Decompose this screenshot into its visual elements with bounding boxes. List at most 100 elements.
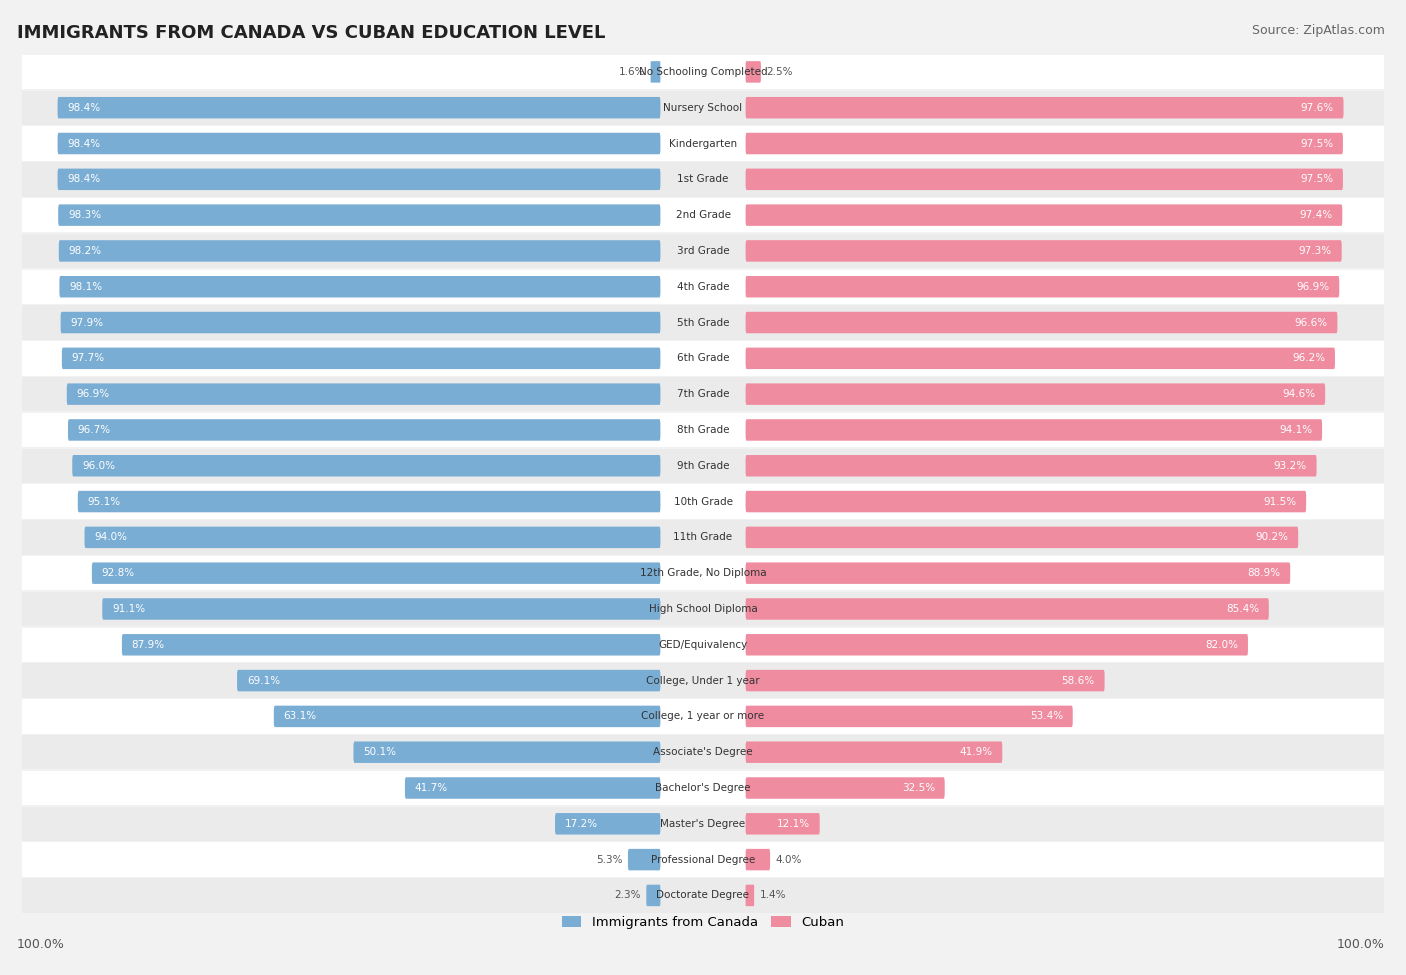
- Bar: [21, 628, 1385, 662]
- Text: 2.5%: 2.5%: [766, 67, 793, 77]
- Bar: [21, 878, 1385, 913]
- FancyBboxPatch shape: [745, 240, 1341, 261]
- Text: 97.4%: 97.4%: [1299, 211, 1333, 220]
- Text: 97.5%: 97.5%: [1301, 138, 1333, 148]
- Text: 97.7%: 97.7%: [72, 353, 105, 364]
- FancyBboxPatch shape: [745, 813, 820, 835]
- Text: 32.5%: 32.5%: [901, 783, 935, 793]
- Text: 5th Grade: 5th Grade: [676, 318, 730, 328]
- FancyBboxPatch shape: [745, 490, 1306, 512]
- Text: 97.5%: 97.5%: [1301, 175, 1333, 184]
- Bar: [21, 198, 1385, 232]
- FancyBboxPatch shape: [59, 240, 661, 261]
- Text: 12.1%: 12.1%: [776, 819, 810, 829]
- Text: 63.1%: 63.1%: [284, 712, 316, 722]
- Text: 1st Grade: 1st Grade: [678, 175, 728, 184]
- Text: 12th Grade, No Diploma: 12th Grade, No Diploma: [640, 568, 766, 578]
- Bar: [21, 91, 1385, 125]
- FancyBboxPatch shape: [58, 205, 661, 226]
- FancyBboxPatch shape: [745, 777, 945, 799]
- FancyBboxPatch shape: [745, 61, 761, 83]
- Text: 92.8%: 92.8%: [101, 568, 135, 578]
- Text: 9th Grade: 9th Grade: [676, 461, 730, 471]
- Text: College, 1 year or more: College, 1 year or more: [641, 712, 765, 722]
- Text: 4th Grade: 4th Grade: [676, 282, 730, 292]
- Bar: [21, 806, 1385, 841]
- Bar: [21, 305, 1385, 339]
- Text: 94.1%: 94.1%: [1279, 425, 1312, 435]
- Text: 1.4%: 1.4%: [759, 890, 786, 901]
- Text: 41.9%: 41.9%: [959, 747, 993, 758]
- Text: 93.2%: 93.2%: [1274, 461, 1306, 471]
- Text: 98.2%: 98.2%: [69, 246, 101, 255]
- FancyBboxPatch shape: [745, 133, 1343, 154]
- FancyBboxPatch shape: [58, 97, 661, 118]
- FancyBboxPatch shape: [60, 312, 661, 333]
- FancyBboxPatch shape: [745, 312, 1337, 333]
- FancyBboxPatch shape: [122, 634, 661, 655]
- FancyBboxPatch shape: [353, 741, 661, 763]
- FancyBboxPatch shape: [745, 670, 1105, 691]
- Text: High School Diploma: High School Diploma: [648, 604, 758, 614]
- FancyBboxPatch shape: [745, 741, 1002, 763]
- Legend: Immigrants from Canada, Cuban: Immigrants from Canada, Cuban: [557, 911, 849, 934]
- Text: 82.0%: 82.0%: [1205, 640, 1239, 649]
- Text: 7th Grade: 7th Grade: [676, 389, 730, 399]
- Bar: [21, 842, 1385, 877]
- Text: IMMIGRANTS FROM CANADA VS CUBAN EDUCATION LEVEL: IMMIGRANTS FROM CANADA VS CUBAN EDUCATIO…: [17, 24, 605, 42]
- Bar: [21, 341, 1385, 375]
- Text: No Schooling Completed: No Schooling Completed: [638, 67, 768, 77]
- Text: Nursery School: Nursery School: [664, 102, 742, 113]
- Text: Doctorate Degree: Doctorate Degree: [657, 890, 749, 901]
- Text: 98.1%: 98.1%: [69, 282, 103, 292]
- Bar: [21, 485, 1385, 519]
- Text: 50.1%: 50.1%: [363, 747, 396, 758]
- Text: Master's Degree: Master's Degree: [661, 819, 745, 829]
- Text: Source: ZipAtlas.com: Source: ZipAtlas.com: [1251, 24, 1385, 37]
- Text: 41.7%: 41.7%: [415, 783, 449, 793]
- FancyBboxPatch shape: [103, 599, 661, 620]
- FancyBboxPatch shape: [745, 884, 754, 906]
- FancyBboxPatch shape: [745, 526, 1298, 548]
- Text: 3rd Grade: 3rd Grade: [676, 246, 730, 255]
- FancyBboxPatch shape: [555, 813, 661, 835]
- Text: 96.2%: 96.2%: [1292, 353, 1324, 364]
- Text: 94.0%: 94.0%: [94, 532, 128, 542]
- Bar: [21, 521, 1385, 555]
- Text: 100.0%: 100.0%: [17, 938, 65, 951]
- Text: 58.6%: 58.6%: [1062, 676, 1095, 685]
- Bar: [21, 377, 1385, 411]
- Text: 5.3%: 5.3%: [596, 855, 623, 865]
- FancyBboxPatch shape: [66, 383, 661, 405]
- FancyBboxPatch shape: [647, 884, 661, 906]
- Text: 2.3%: 2.3%: [614, 890, 641, 901]
- FancyBboxPatch shape: [238, 670, 661, 691]
- Text: Associate's Degree: Associate's Degree: [654, 747, 752, 758]
- Bar: [21, 556, 1385, 590]
- Text: 11th Grade: 11th Grade: [673, 532, 733, 542]
- FancyBboxPatch shape: [58, 133, 661, 154]
- Text: 100.0%: 100.0%: [1337, 938, 1385, 951]
- FancyBboxPatch shape: [67, 419, 661, 441]
- Bar: [21, 448, 1385, 483]
- Text: 8th Grade: 8th Grade: [676, 425, 730, 435]
- FancyBboxPatch shape: [745, 97, 1344, 118]
- Text: 2nd Grade: 2nd Grade: [675, 211, 731, 220]
- FancyBboxPatch shape: [91, 563, 661, 584]
- FancyBboxPatch shape: [84, 526, 661, 548]
- Text: 95.1%: 95.1%: [87, 496, 121, 507]
- FancyBboxPatch shape: [59, 276, 661, 297]
- Bar: [21, 127, 1385, 161]
- Text: 17.2%: 17.2%: [565, 819, 598, 829]
- FancyBboxPatch shape: [62, 348, 661, 370]
- Text: 85.4%: 85.4%: [1226, 604, 1258, 614]
- FancyBboxPatch shape: [745, 455, 1316, 477]
- Bar: [21, 592, 1385, 626]
- Text: Bachelor's Degree: Bachelor's Degree: [655, 783, 751, 793]
- Text: 53.4%: 53.4%: [1029, 712, 1063, 722]
- Text: 97.6%: 97.6%: [1301, 102, 1334, 113]
- FancyBboxPatch shape: [77, 490, 661, 512]
- FancyBboxPatch shape: [745, 169, 1343, 190]
- Bar: [21, 55, 1385, 89]
- Text: 69.1%: 69.1%: [247, 676, 280, 685]
